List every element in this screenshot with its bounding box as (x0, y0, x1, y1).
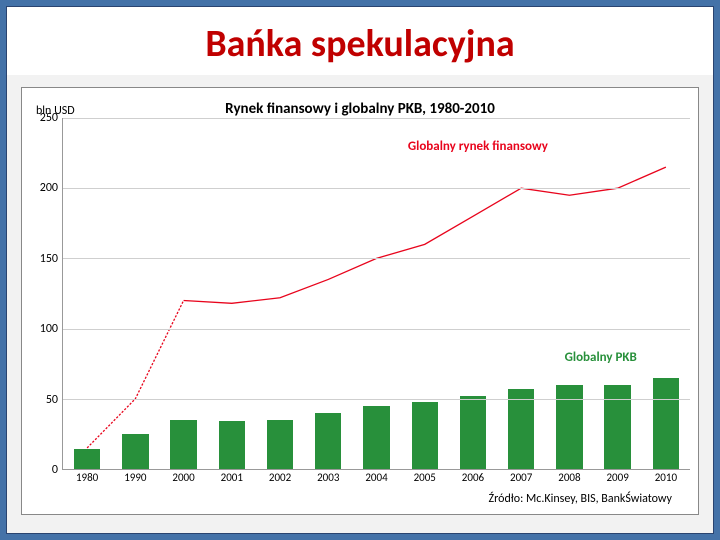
slide-title: Bańka spekulacyjna (27, 21, 693, 67)
gridline (63, 118, 690, 119)
x-tick-label: 2003 (317, 471, 339, 484)
line-layer (63, 118, 690, 469)
x-tick-label: 2001 (221, 471, 243, 484)
slide-frame: Bańka spekulacyjna bln USD Rynek finanso… (0, 0, 720, 540)
chart-subtitle: Rynek finansowy i globalny PKB, 1980-201… (90, 96, 630, 118)
y-tick-label: 250 (40, 111, 58, 125)
gridline (63, 188, 690, 189)
x-tick-label: 2007 (510, 471, 532, 484)
y-tick-label: 200 (40, 181, 58, 195)
legend-financial: Globalny rynek finansowy (408, 139, 548, 154)
gridline (63, 258, 690, 259)
plot-wrap: 050100150200250 198019902000200120022003… (30, 118, 690, 470)
line-dashed (87, 301, 183, 448)
y-tick-label: 150 (40, 252, 58, 266)
legend-gdp: Globalny PKB (565, 350, 637, 365)
x-tick-label: 1990 (124, 471, 146, 484)
chart-header: bln USD Rynek finansowy i globalny PKB, … (30, 96, 690, 118)
gridline (63, 329, 690, 330)
plot-area: 1980199020002001200220032004200520062007… (62, 118, 690, 470)
y-axis: 050100150200250 (34, 118, 62, 470)
x-tick-label: 2010 (655, 471, 677, 484)
x-tick-label: 2005 (414, 471, 436, 484)
y-tick-label: 100 (40, 322, 58, 336)
x-tick-label: 2000 (172, 471, 194, 484)
x-tick-label: 2006 (462, 471, 484, 484)
x-tick-label: 2002 (269, 471, 291, 484)
x-tick-label: 2008 (558, 471, 580, 484)
y-tick-label: 0 (52, 463, 58, 477)
chart-box: bln USD Rynek finansowy i globalny PKB, … (21, 87, 699, 515)
gridline (63, 399, 690, 400)
x-tick-label: 2009 (606, 471, 628, 484)
y-tick-label: 50 (46, 393, 58, 407)
x-axis: 1980 1990 2000 2001 2002 2003 2004 2005 2006 2007… (63, 469, 690, 487)
title-box: Bańka spekulacyjna (7, 7, 713, 75)
x-tick-label: 1980 (76, 471, 98, 484)
x-tick-label: 2004 (365, 471, 387, 484)
chart-panel: bln USD Rynek finansowy i globalny PKB, … (7, 75, 713, 533)
slide-inner: Bańka spekulacyjna bln USD Rynek finanso… (6, 6, 714, 534)
